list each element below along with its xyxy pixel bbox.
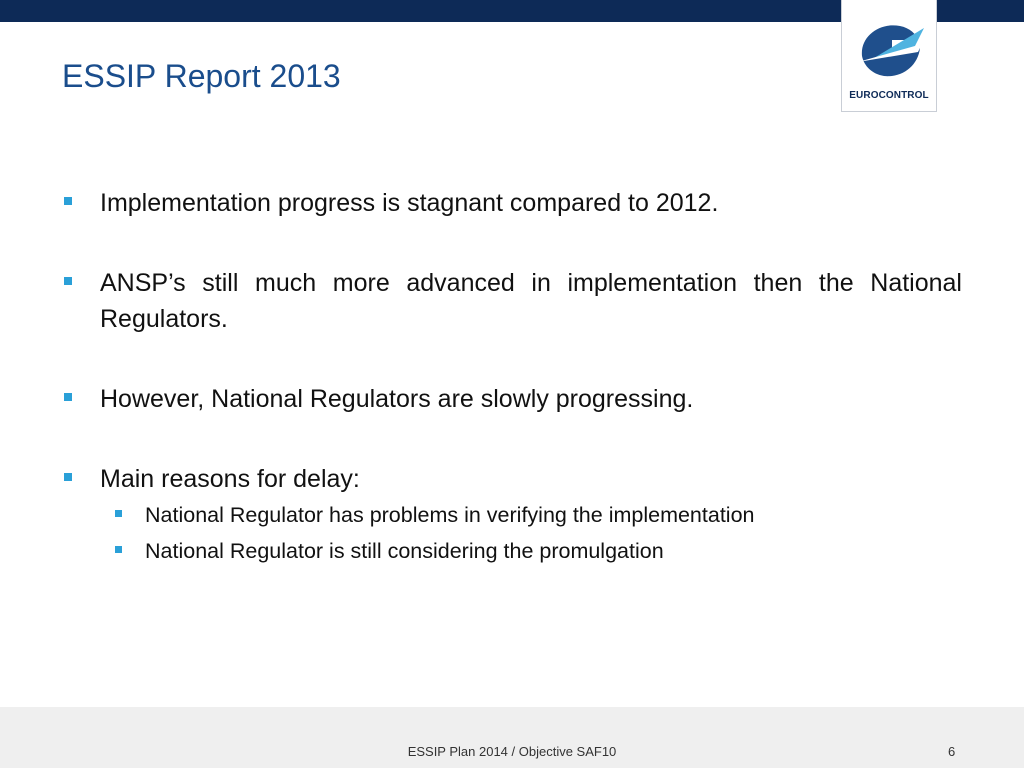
square-bullet-icon [64, 473, 72, 481]
sub-bullet-item: National Regulator has problems in verif… [62, 497, 962, 533]
footer-text: ESSIP Plan 2014 / Objective SAF10 [407, 744, 617, 759]
square-bullet-icon [115, 546, 122, 553]
square-bullet-icon [64, 277, 72, 285]
bullet-item: ANSP’s still much more advanced in imple… [62, 265, 962, 337]
bullet-text: ANSP’s still much more advanced in imple… [100, 269, 962, 333]
top-band [0, 0, 1024, 22]
bullet-item: However, National Regulators are slowly … [62, 381, 962, 417]
sub-bullet-text: National Regulator is still considering … [145, 539, 664, 563]
logo-text: EUROCONTROL [849, 90, 929, 101]
square-bullet-icon [64, 393, 72, 401]
footer: ESSIP Plan 2014 / Objective SAF10 6 [0, 707, 1024, 768]
page-number: 6 [948, 744, 956, 759]
bullet-list: Implementation progress is stagnant comp… [62, 185, 962, 569]
square-bullet-icon [115, 510, 122, 517]
sub-bullet-item: National Regulator is still considering … [62, 533, 962, 569]
bullet-text: Main reasons for delay: [100, 465, 360, 493]
bullet-item: Main reasons for delay: [62, 461, 962, 497]
sub-bullet-text: National Regulator has problems in verif… [145, 503, 755, 527]
square-bullet-icon [64, 197, 72, 205]
eurocontrol-emblem-icon [858, 25, 924, 77]
slide-title: ESSIP Report 2013 [62, 58, 341, 94]
bullet-text: Implementation progress is stagnant comp… [100, 189, 719, 217]
eurocontrol-logo: EUROCONTROL [841, 0, 937, 112]
bullet-text: However, National Regulators are slowly … [100, 385, 694, 413]
bullet-item: Implementation progress is stagnant comp… [62, 185, 962, 221]
